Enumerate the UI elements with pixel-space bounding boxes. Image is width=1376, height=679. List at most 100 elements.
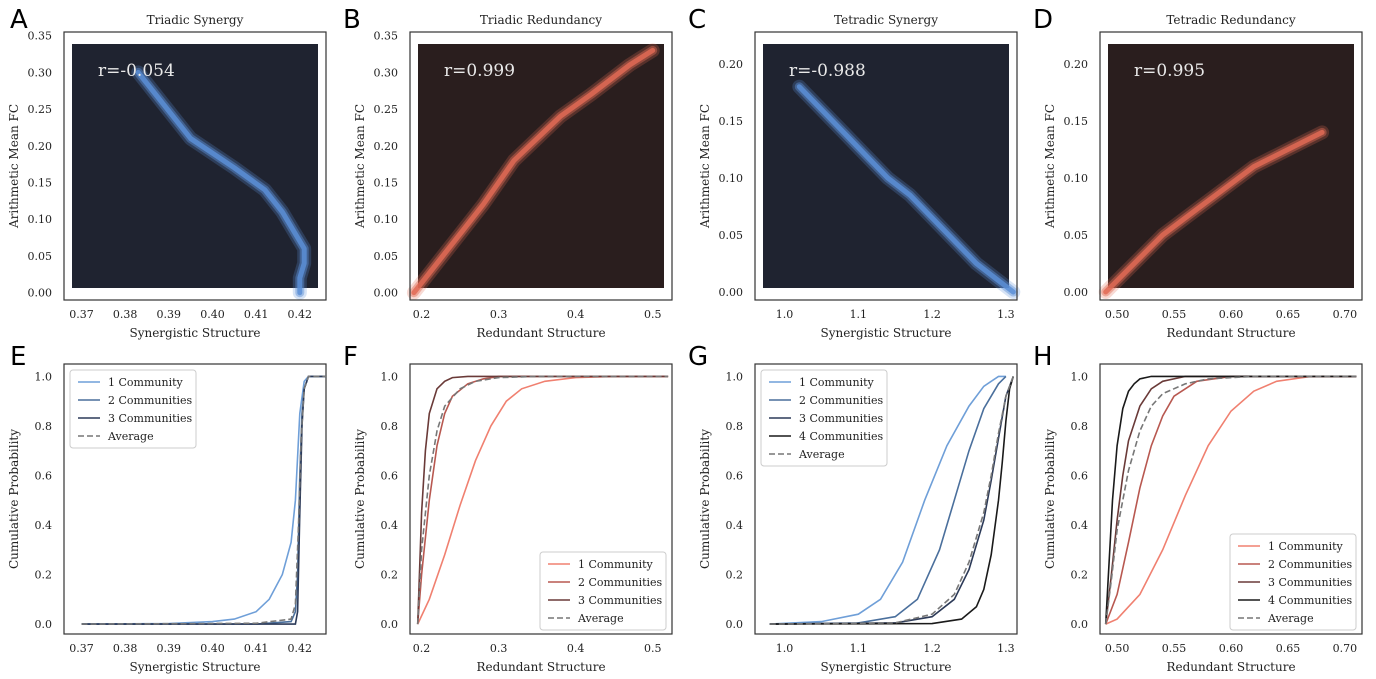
x-tick-label: 1.0	[776, 642, 794, 655]
x-tick-label: 1.2	[923, 308, 941, 321]
legend: 1 Community 2 Communities 3 Communities Ave…	[69, 369, 197, 449]
legend-entry: Average	[1267, 612, 1314, 625]
series-line-1	[81, 375, 326, 625]
legend-entry: Average	[107, 430, 154, 443]
legend: 1 Community 2 Communities 3 Communities 4 C…	[1229, 533, 1357, 631]
legend-entry: Average	[798, 448, 845, 461]
y-axis-label: Cumulative Probability	[353, 429, 367, 569]
y-tick-label: 0.00	[374, 287, 399, 300]
panel-g: G 1.0 1.1 1.2 1.3 0.0 0.2 0.4 0.6 0.8 1.0 Synergist…	[688, 342, 1018, 674]
x-axis-label: Synergistic Structure	[820, 660, 951, 674]
y-tick-label: 0.0	[381, 618, 399, 631]
panel-letter: G	[688, 342, 708, 372]
panel-title: Triadic Synergy	[147, 13, 244, 27]
y-axis-label: Cumulative Probability	[698, 429, 712, 569]
y-tick-label: 0.6	[381, 469, 399, 482]
series-line-4	[769, 376, 1015, 625]
panel-f: F 0.2 0.3 0.4 0.5 0.0 0.2 0.4 0.6 0.8 1.0 Redundant…	[343, 342, 673, 674]
y-tick-label: 0.20	[28, 140, 53, 153]
y-tick-label: 0.00	[28, 287, 53, 300]
y-tick-label: 0.15	[374, 177, 399, 190]
y-tick-label: 0.8	[726, 420, 744, 433]
x-tick-label: 0.3	[490, 642, 508, 655]
x-tick-label: 0.38	[113, 308, 138, 321]
hexbin-background	[763, 44, 1009, 288]
correlation-label: r=0.999	[444, 61, 515, 81]
legend-entry: 4 Communities	[799, 430, 884, 443]
x-tick-label: 1.3	[997, 308, 1015, 321]
legend-entry: 2 Communities	[108, 394, 193, 407]
y-tick-label: 0.05	[28, 250, 53, 263]
panel-a: Ar=-0.054 Triadic Synergy 0.37 0.38 0.39 0.40…	[7, 5, 327, 340]
y-tick-label: 0.4	[1071, 519, 1089, 532]
x-axis-label: Synergistic Structure	[820, 326, 951, 340]
y-tick-label: 0.4	[35, 519, 53, 532]
x-tick-label: 0.5	[644, 308, 662, 321]
x-axis-label: Redundant Structure	[476, 326, 605, 340]
panel-letter: A	[10, 5, 28, 35]
x-tick-label: 0.41	[244, 642, 269, 655]
legend-entry: 1 Community	[578, 558, 654, 571]
plot-frame	[1099, 31, 1363, 301]
legend-entry: 3 Communities	[1268, 576, 1353, 589]
legend: 1 Community 2 Communities 3 Communities Ave…	[539, 551, 667, 631]
panel-h: H 0.50 0.55 0.60 0.65 0.70 0.0 0.2 0.4 0.6 0.8 1.0 R…	[1033, 342, 1363, 674]
y-axis-label: Arithmetic Mean FC	[353, 104, 367, 229]
x-tick-label: 0.37	[69, 308, 94, 321]
hexbin-density	[406, 43, 660, 300]
panel-title: Tetradic Redundancy	[1166, 13, 1296, 27]
y-tick-label: 0.20	[374, 140, 399, 153]
y-tick-label: 0.4	[726, 519, 744, 532]
y-tick-label: 0.05	[719, 229, 744, 242]
y-tick-label: 0.8	[35, 420, 53, 433]
y-tick-label: 0.00	[719, 286, 744, 299]
y-tick-label: 0.25	[374, 103, 399, 116]
panel-letter: B	[343, 5, 361, 35]
x-axis-label: Redundant Structure	[476, 660, 605, 674]
panel-letter: C	[688, 5, 706, 35]
density-band	[135, 69, 307, 296]
density-band	[796, 84, 1016, 295]
y-tick-label: 0.05	[1064, 229, 1089, 242]
x-tick-label: 0.70	[1333, 642, 1358, 655]
y-tick-label: 0.20	[719, 58, 744, 71]
y-tick-label: 0.2	[35, 569, 53, 582]
density-band	[411, 47, 656, 296]
hexbin-density	[1098, 125, 1330, 299]
legend-entry: 1 Community	[1268, 540, 1344, 553]
x-tick-label: 0.38	[113, 642, 138, 655]
y-tick-label: 0.10	[719, 172, 744, 185]
legend-entry: 3 Communities	[799, 412, 884, 425]
series-line-5	[769, 376, 1015, 625]
x-tick-label: 0.65	[1276, 308, 1301, 321]
panel-letter: E	[10, 342, 26, 372]
panel-letter: F	[343, 342, 358, 372]
y-tick-label: 0.20	[1064, 58, 1089, 71]
panel-b: Br=0.999 Triadic Redundancy 0.2 0.3 0.4 0.5 0.…	[343, 5, 673, 340]
legend-entry: 2 Communities	[799, 394, 884, 407]
series-line-3	[81, 375, 326, 625]
series-line-1	[1105, 375, 1357, 625]
x-tick-label: 1.3	[997, 642, 1015, 655]
x-tick-label: 0.55	[1162, 308, 1187, 321]
panel-title: Tetradic Synergy	[834, 13, 938, 27]
x-tick-label: 0.40	[200, 308, 225, 321]
y-tick-label: 0.0	[35, 618, 53, 631]
x-tick-label: 1.1	[850, 642, 868, 655]
plot-frame	[754, 31, 1018, 301]
series-line-3	[416, 375, 669, 625]
legend-entry: 3 Communities	[108, 412, 193, 425]
density-band	[1103, 129, 1325, 295]
x-tick-label: 0.41	[244, 308, 269, 321]
y-tick-label: 0.0	[1071, 618, 1089, 631]
y-tick-label: 0.2	[381, 569, 399, 582]
legend-entry: 2 Communities	[578, 576, 663, 589]
x-tick-label: 0.40	[200, 642, 225, 655]
panel-letter: D	[1033, 5, 1053, 35]
panel-title: Triadic Redundancy	[480, 13, 602, 27]
series-line-1	[769, 375, 1006, 625]
x-tick-label: 0.70	[1333, 308, 1358, 321]
series-line-2	[769, 375, 1007, 625]
x-tick-label: 0.39	[157, 308, 182, 321]
y-tick-label: 0.10	[28, 213, 53, 226]
